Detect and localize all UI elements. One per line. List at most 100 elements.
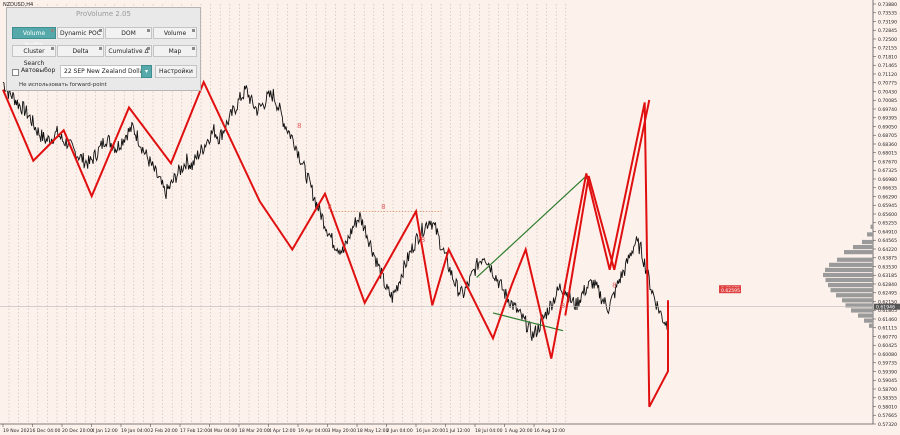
y-tick-label: 0.63875 [878,256,897,262]
auto-select-checkbox[interactable] [12,69,19,76]
settings-dot-icon [99,47,102,50]
volume-profile-button[interactable]: Volume Profile [12,27,56,49]
volume-profile [823,224,873,328]
volume-bar [845,303,873,308]
volume-button[interactable]: Volume [153,27,197,39]
x-tick-label: 19 Apr 04:00 [298,428,328,434]
panel-title: ProVolume 2.05 [76,10,131,18]
cumulative-delta-button[interactable]: Cumulative Δ [105,45,152,57]
dom-button[interactable]: DOM [105,27,152,39]
settings-label: Настройки [159,68,193,75]
y-tick-label: 0.63185 [878,273,897,279]
x-tick-label: 4 Jan 12:00 [92,428,118,434]
y-tick-label: 0.66980 [878,177,897,183]
y-tick-label: 0.70775 [878,81,897,87]
y-tick-label: 0.58700 [878,387,897,393]
y-tick-label: 0.62495 [878,291,897,297]
y-tick-label: 0.71120 [878,72,897,78]
y-tick-label: 0.73880 [878,2,897,8]
y-tick-label: 0.59045 [878,378,897,384]
volume-bar [830,288,873,293]
axis-background [873,0,900,435]
x-tick-label: 18 Jul 04:00 [475,428,503,434]
y-tick-label: 0.66290 [878,194,897,200]
settings-button[interactable]: Настройки [155,65,197,78]
dom-label: DOM [121,30,136,37]
y-tick-label: 0.69050 [878,124,897,130]
dynamic-poc-button[interactable]: Dynamic POC [57,27,104,39]
cluster-search-button[interactable]: Cluster Search [12,45,56,67]
volume-bar [825,277,873,283]
settings-dot-icon [192,29,195,32]
x-tick-label: 1 Jul 12:00 [446,428,471,434]
y-tick-label: 0.72155 [878,46,897,52]
settings-dot-icon [192,47,195,50]
x-tick-label: 19 Jan 04:00 [121,428,150,434]
x-tick-label: 19 Nov 2021 [3,428,32,434]
y-tick-label: 0.63530 [878,264,897,270]
symbol-label: NZDUSD,H4 [3,2,34,8]
y-tick-label: 0.72845 [878,28,897,34]
x-tick-label: 20 Dec 20:00 [62,428,93,434]
chevron-down-icon[interactable]: ▾ [141,65,152,78]
wave-marker: 8 [381,203,385,211]
y-tick-label: 0.60425 [878,343,897,349]
y-tick-label: 0.73190 [878,19,897,25]
wave-markers: 8 8 8 8 8 8 [297,122,616,310]
provolume-panel: ProVolume 2.05 Volume Profile Dynamic PO… [6,7,201,91]
volume-bar [862,239,873,245]
volume-bar [837,257,873,262]
volume-bar [870,224,873,229]
y-tick-label: 0.66635 [878,186,897,192]
auto-select-label: Автовыбор [21,67,56,74]
x-tick-label: 16 Jun 20:00 [416,428,445,434]
y-tick-label: 0.57320 [878,422,897,428]
volume-bar [829,262,873,267]
y-tick-label: 0.57665 [878,413,897,419]
wave-marker: 8 [612,282,616,290]
y-tick-label: 0.58010 [878,404,897,410]
y-tick-label: 0.67325 [878,168,897,174]
forward-point-option[interactable]: Не использовать forward-point [19,82,107,88]
volume-bar [867,232,873,237]
x-tick-label: 2 Jun 04:00 [387,428,413,434]
y-tick-label: 0.69395 [878,116,897,122]
overlays [0,175,873,332]
y-tick-label: 0.62840 [878,282,897,288]
y-tick-label: 0.68705 [878,133,897,139]
y-tick-label: 0.58355 [878,396,897,402]
volume-bar [828,283,873,288]
y-tick-label: 0.73535 [878,11,897,17]
volume-bar [823,272,873,278]
x-tick-label: 6 Dec 04:00 [33,428,61,434]
y-tick-label: 0.59390 [878,369,897,375]
y-tick-label: 0.64565 [878,238,897,244]
settings-dot-icon [147,29,150,32]
y-tick-label: 0.72500 [878,37,897,43]
volume-bar [869,323,873,328]
y-tick-label: 0.71465 [878,63,897,69]
x-tick-label: 4 Apr 12:00 [269,428,296,434]
current-price-label: 0.61946 [876,304,895,310]
volume-label: Volume [163,30,187,37]
y-tick-label: 0.62150 [878,299,897,305]
settings-dot-icon [99,29,102,32]
y-tick-label: 0.70430 [878,89,897,95]
delta-button[interactable]: Delta [57,45,104,57]
delta-label: Delta [72,48,89,55]
instrument-select[interactable]: 22 SEP New Zealand Dollar [60,65,152,78]
dynamic-poc-label: Dynamic POC [60,30,101,37]
price-axis: 0.73880 0.73535 0.73190 0.72845 0.72500 0.721… [873,2,897,428]
y-tick-label: 0.71810 [878,54,897,60]
channel-lower-line [492,312,564,332]
map-button[interactable]: Map [153,45,197,57]
y-tick-label: 0.60080 [878,352,897,358]
y-tick-label: 0.60770 [878,334,897,340]
volume-bar [853,244,873,250]
y-tick-label: 0.61460 [878,317,897,323]
y-tick-label: 0.70085 [878,98,897,104]
volume-bar [844,250,873,255]
settings-dot-icon [147,47,150,50]
